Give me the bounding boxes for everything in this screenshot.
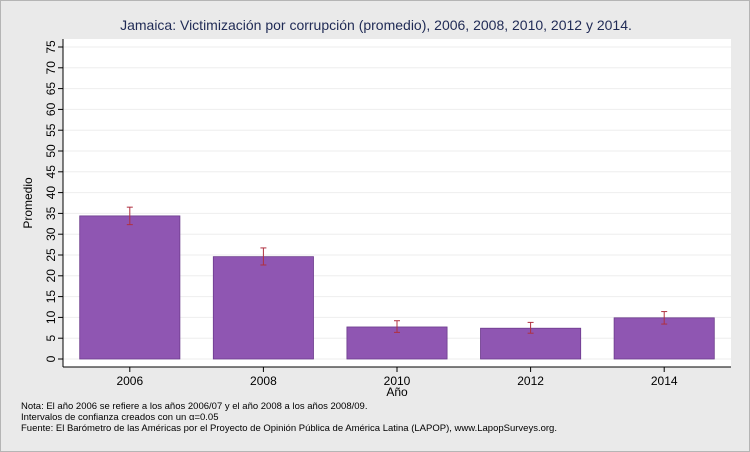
x-tick-label: 2014 [651, 374, 678, 388]
y-tick-label: 40 [44, 186, 58, 200]
source-line: Fuente: El Barómetro de las Américas por… [21, 423, 557, 434]
chart-title: Jamaica: Victimización por corrupción (p… [120, 17, 632, 33]
y-tick-label: 50 [44, 144, 58, 158]
x-tick-label: 2006 [116, 374, 143, 388]
x-axis-label: Año [386, 385, 408, 399]
x-tick-label: 2010 [384, 374, 411, 388]
y-tick-label: 0 [44, 355, 58, 362]
y-axis-label: Promedio [21, 177, 35, 229]
x-ticks: 2006 2008 2010 2012 2014 [116, 367, 678, 388]
y-tick-label: 35 [44, 206, 58, 220]
confidence-note: Intervalos de confianza creados con un α… [21, 412, 741, 423]
chart-notes: Nota: El año 2006 se refiere a los años … [21, 401, 741, 434]
y-tick-label: 25 [44, 248, 58, 262]
y-ticks: 0 5 10 15 20 25 30 35 40 45 50 55 60 65 70 75 [44, 40, 63, 362]
alpha-symbol: α [188, 412, 195, 423]
y-tick-label: 10 [44, 310, 58, 324]
bar [212, 256, 314, 360]
bar [613, 317, 715, 360]
y-tick-label: 20 [44, 269, 58, 283]
y-tick-label: 65 [44, 82, 58, 96]
y-tick-label: 60 [44, 102, 58, 116]
confidence-note-value: =0.05 [194, 412, 219, 423]
confidence-note-text: Intervalos de confianza creados con un [21, 412, 189, 423]
bar [79, 215, 181, 360]
y-tick-label: 15 [44, 290, 58, 304]
y-tick-label: 45 [44, 165, 58, 179]
y-tick-label: 70 [44, 61, 58, 75]
x-tick-label: 2012 [517, 374, 544, 388]
y-tick-label: 5 [44, 335, 58, 342]
error-bars [126, 206, 668, 334]
y-tick-label: 75 [44, 40, 58, 54]
y-tick-label: 30 [44, 227, 58, 241]
note-line: Nota: El año 2006 se refiere a los años … [21, 401, 368, 412]
y-tick-label: 55 [44, 123, 58, 137]
x-tick-label: 2008 [250, 374, 277, 388]
